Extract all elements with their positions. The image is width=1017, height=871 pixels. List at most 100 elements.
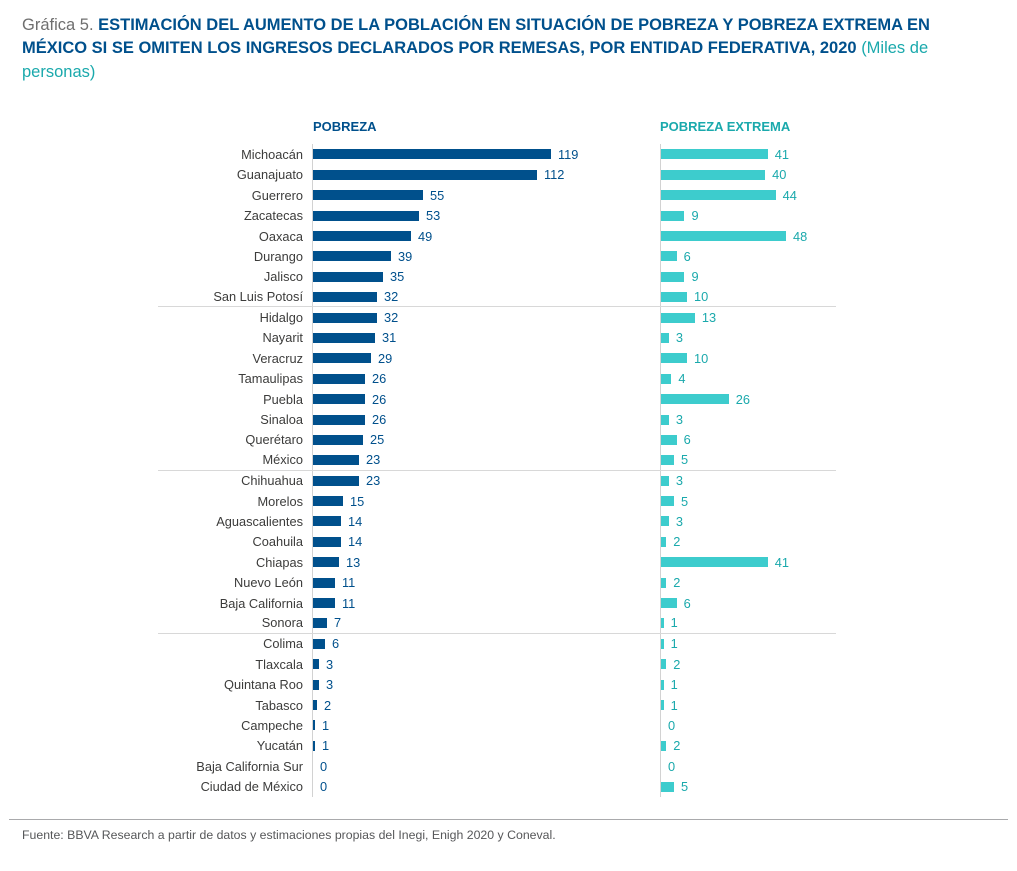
pobreza-bar [313, 454, 359, 465]
chart-row: Hidalgo 32 13 [158, 307, 836, 328]
pobreza-extrema-value: 26 [735, 391, 750, 407]
pobreza-extrema-bar-cell: 4 [660, 368, 836, 389]
pobreza-extrema-bar-cell: 6 [660, 429, 836, 451]
pobreza-extrema-bar [661, 353, 688, 364]
state-label: Yucatán [256, 738, 303, 754]
pobreza-bar [313, 149, 551, 160]
pobreza-extrema-bar-cell: 0 [660, 755, 836, 777]
state-label: Durango [253, 248, 303, 264]
pobreza-value: 13 [346, 554, 361, 570]
pobreza-bar [313, 536, 341, 547]
state-label: Tlaxcala [255, 656, 303, 672]
source-footer: Fuente: BBVA Research a partir de datos … [9, 818, 1008, 842]
pobreza-bar-cell: 3 [312, 674, 660, 695]
chart-row: Sinaloa 26 3 [158, 409, 836, 430]
chart-row: Tlaxcala 3 2 [158, 654, 836, 675]
chart-title: Gráfica 5. ESTIMACIÓN DEL AUMENTO DE LA … [22, 14, 967, 84]
pobreza-bar-cell: 49 [312, 225, 660, 247]
pobreza-bar [313, 353, 371, 364]
pobreza-extrema-bar-cell: 48 [660, 225, 836, 247]
pobreza-value: 3 [326, 677, 334, 693]
pobreza-extrema-value: 3 [675, 412, 683, 428]
state-label: Campeche [241, 717, 303, 733]
pobreza-extrema-bar [661, 312, 695, 323]
chart-row: Guanajuato 112 40 [158, 164, 836, 186]
pobreza-extrema-value: 40 [772, 167, 787, 183]
pobreza-value: 32 [384, 310, 399, 326]
pobreza-value: 31 [382, 330, 397, 346]
pobreza-extrema-value: 6 [683, 432, 691, 448]
pobreza-extrema-value: 5 [681, 452, 689, 468]
pobreza-extrema-bar [661, 781, 675, 792]
pobreza-extrema-bar [661, 169, 766, 180]
pobreza-extrema-value: 1 [670, 677, 678, 693]
source-note: Fuente: BBVA Research a partir de datos … [22, 827, 556, 842]
pobreza-extrema-bar [661, 516, 669, 527]
pobreza-extrema-value: 0 [668, 717, 676, 733]
pobreza-extrema-bar-cell: 1 [660, 674, 836, 695]
pobreza-extrema-bar [661, 679, 664, 690]
pobreza-extrema-value: 0 [668, 758, 676, 774]
pobreza-extrema-value: 1 [670, 615, 678, 631]
pobreza-value: 23 [366, 452, 381, 468]
pobreza-extrema-value: 6 [683, 248, 691, 264]
pobreza-bar [313, 434, 363, 445]
pobreza-extrema-value: 5 [681, 493, 689, 509]
pobreza-bar-cell: 26 [312, 388, 660, 410]
state-label: Zacatecas [243, 208, 303, 224]
pobreza-bar-cell: 6 [312, 633, 660, 655]
pobreza-bar-cell: 14 [312, 511, 660, 532]
state-label: Baja California [219, 595, 303, 611]
chart-row: Yucatán 1 2 [158, 735, 836, 756]
pobreza-extrema-bar-cell: 2 [660, 531, 836, 553]
chart-title-text: ESTIMACIÓN DEL AUMENTO DE LA POBLACIÓN E… [22, 16, 930, 58]
chart-row: Nuevo León 11 2 [158, 572, 836, 593]
pobreza-bar [313, 414, 365, 425]
pobreza-bar [313, 577, 335, 588]
pobreza-value: 14 [348, 513, 363, 529]
state-label: Morelos [257, 493, 303, 509]
pobreza-extrema-value: 9 [691, 269, 699, 285]
pobreza-bar-cell: 31 [312, 327, 660, 349]
state-label: Baja California Sur [196, 758, 303, 774]
pobreza-extrema-bar-cell: 2 [660, 735, 836, 756]
pobreza-extrema-bar [661, 557, 768, 568]
pobreza-extrema-bar [661, 231, 786, 242]
state-label: Coahuila [252, 534, 303, 550]
chart-row: Zacatecas 53 9 [158, 205, 836, 226]
pobreza-extrema-bar [661, 496, 675, 507]
chart-row: Aguascalientes 14 3 [158, 511, 836, 532]
pobreza-bar [313, 312, 377, 323]
chart-row: Oaxaca 49 48 [158, 225, 836, 247]
pobreza-extrema-value: 1 [670, 697, 678, 713]
chart-row: Chiapas 13 41 [158, 552, 836, 573]
pobreza-extrema-bar-cell: 5 [660, 776, 836, 797]
chart-series-headers: POBREZA POBREZA EXTREMA [158, 119, 836, 134]
pobreza-extrema-bar-cell: 3 [660, 470, 836, 491]
chart-row: Durango 39 6 [158, 246, 836, 267]
pobreza-bar-cell: 1 [312, 715, 660, 736]
pobreza-extrema-bar-cell: 9 [660, 266, 836, 287]
pobreza-value: 23 [366, 473, 381, 489]
pobreza-bar-cell: 13 [312, 552, 660, 573]
pobreza-extrema-bar [661, 598, 677, 609]
pobreza-bar [313, 373, 365, 384]
pobreza-value: 3 [326, 656, 334, 672]
pobreza-extrema-bar [661, 638, 664, 649]
state-label: Chihuahua [241, 473, 303, 489]
pobreza-value: 112 [544, 167, 565, 183]
chart-row: San Luis Potosí 32 10 [158, 287, 836, 308]
pobreza-extrema-bar-cell: 13 [660, 307, 836, 328]
pobreza-bar [313, 332, 375, 343]
pobreza-extrema-value: 5 [681, 779, 689, 795]
state-label: San Luis Potosí [213, 289, 303, 305]
pobreza-bar-cell: 25 [312, 429, 660, 451]
pobreza-value: 35 [390, 269, 405, 285]
pobreza-extrema-bar [661, 577, 667, 588]
state-label: Tabasco [255, 697, 303, 713]
pobreza-extrema-value: 48 [793, 228, 808, 244]
pobreza-extrema-value: 9 [691, 208, 699, 224]
state-label: Hidalgo [259, 310, 303, 326]
chart-row: Jalisco 35 9 [158, 266, 836, 287]
chart-row: Colima 6 1 [158, 633, 836, 655]
